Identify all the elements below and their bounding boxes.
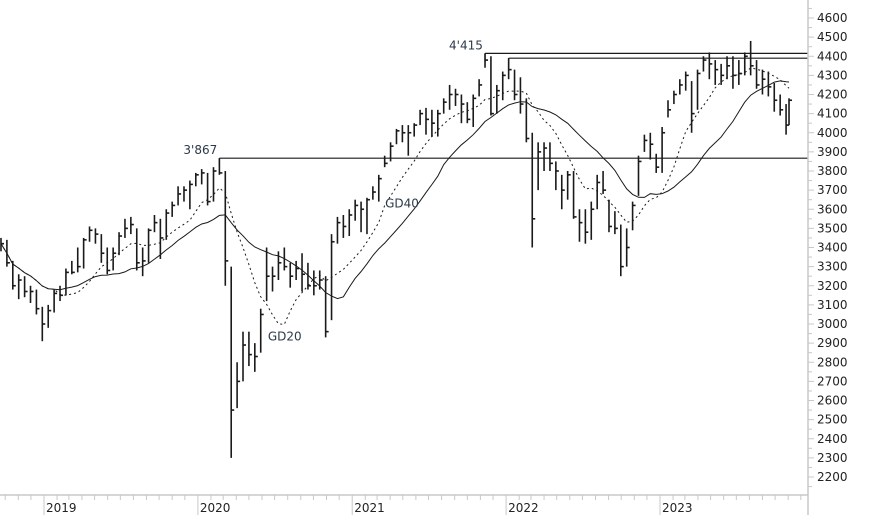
- y-tick-label: 3300: [817, 260, 848, 274]
- x-tick-label: 2022: [508, 501, 539, 515]
- y-tick-label: 3400: [817, 241, 848, 255]
- moving-averages: [0, 67, 790, 325]
- level-label: 3'867: [183, 143, 217, 157]
- ma-line-gd40: [0, 80, 790, 300]
- y-tick-label: 3600: [817, 202, 848, 216]
- y-tick-label: 3800: [817, 164, 848, 178]
- y-tick-label: 2600: [817, 394, 848, 408]
- y-tick-label: 2200: [817, 470, 848, 484]
- y-tick-label: 3900: [817, 145, 848, 159]
- y-tick-label: 4500: [817, 30, 848, 44]
- y-tick-label: 4200: [817, 88, 848, 102]
- x-tick-label: 2020: [200, 501, 231, 515]
- y-tick-label: 3200: [817, 279, 848, 293]
- y-tick-label: 4300: [817, 68, 848, 82]
- level-label: 4'415: [449, 38, 483, 52]
- y-tick-label: 3500: [817, 221, 848, 235]
- y-tick-label: 2500: [817, 413, 848, 427]
- annotations: GD20 GD40 3'867 4'415: [183, 38, 482, 343]
- y-tick-label: 4600: [817, 11, 848, 25]
- y-tick-label: 3000: [817, 317, 848, 331]
- y-tick-label: 3100: [817, 298, 848, 312]
- x-tick-label: 2023: [662, 501, 693, 515]
- y-tick-label: 2300: [817, 451, 848, 465]
- y-tick-label: 4100: [817, 107, 848, 121]
- y-tick-label: 2900: [817, 336, 848, 350]
- x-tick-label: 2019: [46, 501, 77, 515]
- y-tick-label: 2700: [817, 374, 848, 388]
- axes: 2200 2300 2400 2500 2600 2700 2800 2900 3000 3100…: [0, 0, 848, 515]
- y-tick-label: 4400: [817, 49, 848, 63]
- y-tick-label: 4000: [817, 126, 848, 140]
- x-tick-label: 2021: [354, 501, 385, 515]
- ma-label: GD40: [385, 196, 419, 210]
- y-tick-label: 2400: [817, 432, 848, 446]
- price-bars: [0, 40, 793, 458]
- horizontal-levels: [218, 52, 808, 167]
- y-tick-label: 3700: [817, 183, 848, 197]
- y-tick-label: 2800: [817, 355, 848, 369]
- ma-label: GD20: [268, 329, 302, 343]
